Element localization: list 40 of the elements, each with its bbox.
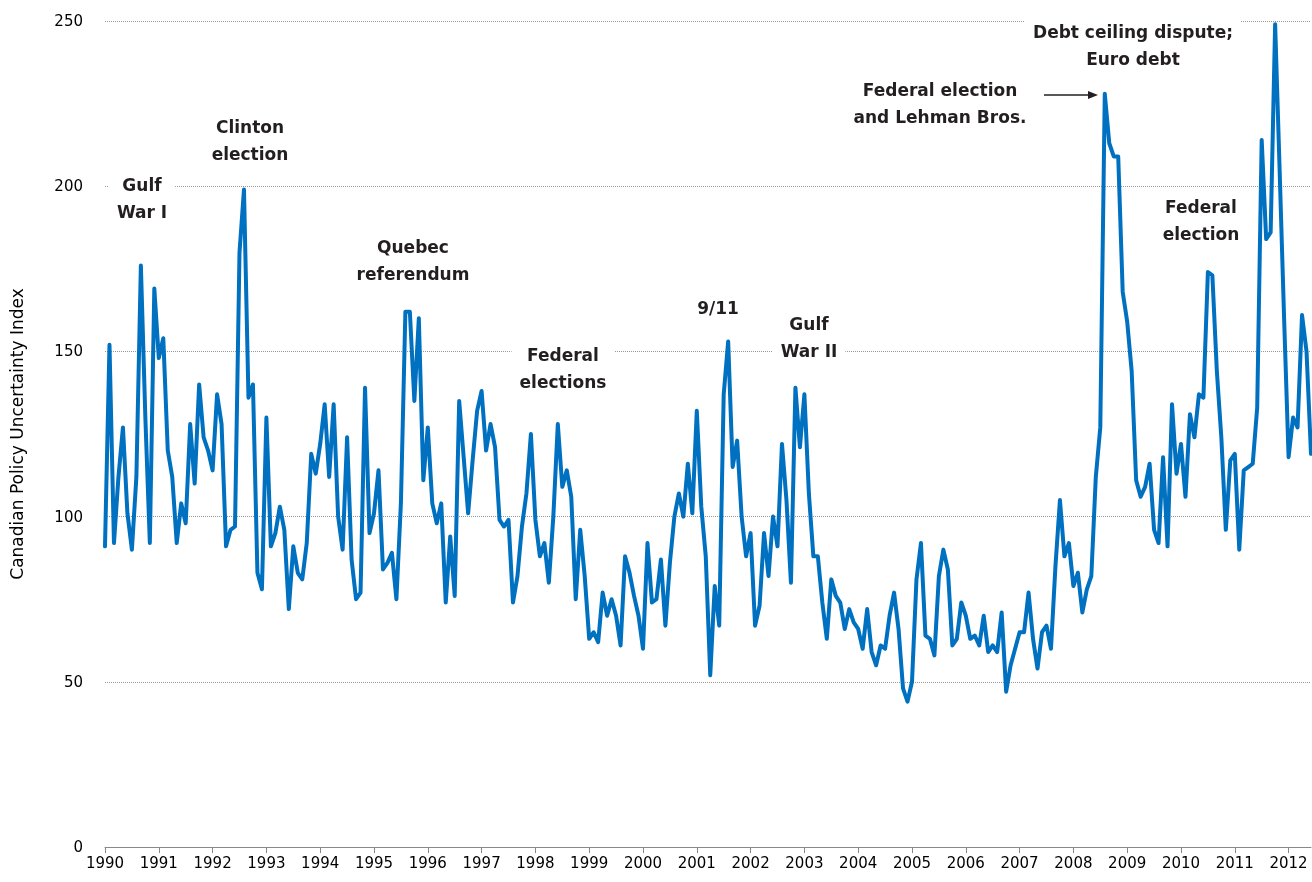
x-tick-label: 2000 <box>623 853 663 872</box>
annotation: Debt ceiling dispute; Euro debt <box>1033 21 1233 69</box>
x-tick-label: 2006 <box>946 853 985 872</box>
x-tick-label: 2001 <box>677 853 716 872</box>
x-tick-label: 1997 <box>462 853 501 872</box>
x-tick-label: 1996 <box>408 853 447 872</box>
x-tick-label: 2011 <box>1215 853 1254 872</box>
x-tick-label: 1995 <box>354 853 394 872</box>
x-tick-label: 2008 <box>1054 853 1093 872</box>
y-tick-label: 150 <box>54 342 83 361</box>
x-tick-label: 1993 <box>247 853 286 872</box>
y-tick-label: 50 <box>63 672 83 691</box>
x-tick-label: 1992 <box>193 853 232 872</box>
x-tick-label: 2005 <box>892 853 932 872</box>
line-series <box>103 22 1312 704</box>
y-tick-label: 100 <box>54 507 83 526</box>
annotation: Federal election <box>1162 196 1240 244</box>
y-tick-label: 0 <box>73 838 83 856</box>
x-tick-label: 2012 <box>1269 853 1308 872</box>
annotation: Gulf War I <box>116 174 168 222</box>
y-axis-title: Canadian Policy Uncertainty Index <box>6 288 27 580</box>
y-tick-label: 200 <box>54 177 83 196</box>
x-tick-label: 1990 <box>85 853 125 872</box>
x-tick-label: 2003 <box>785 853 824 872</box>
annotation: Clinton election <box>211 116 289 164</box>
x-tick-label: 1994 <box>301 853 340 872</box>
annotation: Gulf War II <box>780 313 838 361</box>
annotation: 9/11 <box>697 298 739 318</box>
x-tick-label: 1998 <box>516 853 555 872</box>
x-tick-label: 1991 <box>139 853 178 872</box>
annotation: Federal election and Lehman Bros. <box>853 79 1027 127</box>
x-tick-label: 1999 <box>570 853 609 872</box>
y-tick-label: 250 <box>54 12 83 30</box>
x-tick-label: 2007 <box>1000 853 1039 872</box>
x-tick-label: 2010 <box>1161 853 1201 872</box>
x-tick-label: 2004 <box>839 853 878 872</box>
annotation: Quebec referendum <box>356 236 470 284</box>
x-tick-label: 2002 <box>731 853 770 872</box>
x-tick-label: 2009 <box>1108 853 1147 872</box>
annotation: Federal elections <box>519 344 607 392</box>
